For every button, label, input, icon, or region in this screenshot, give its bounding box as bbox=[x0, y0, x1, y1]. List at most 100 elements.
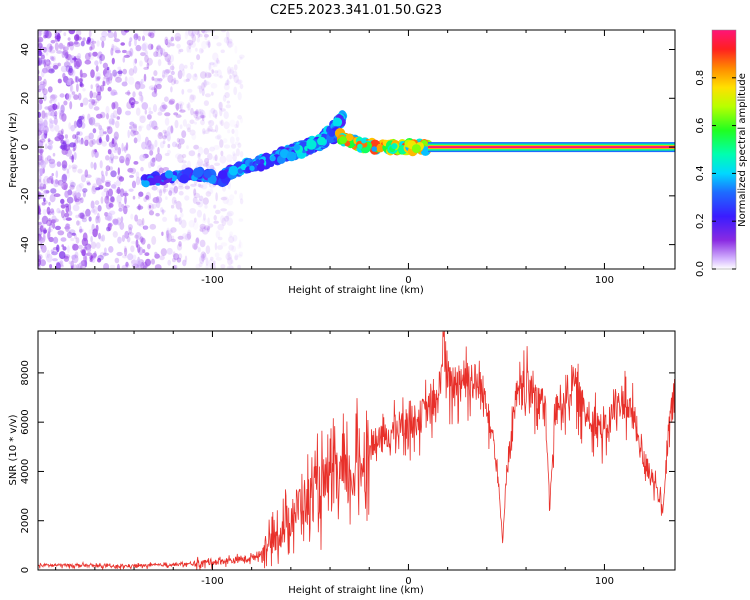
spectrogram-noise-cell bbox=[60, 204, 66, 209]
spectrogram-noise-cell bbox=[198, 33, 203, 38]
spectrogram-noise-cell bbox=[97, 212, 100, 219]
spectrogram-noise-cell bbox=[40, 225, 44, 233]
spectrogram-noise-cell bbox=[130, 167, 137, 174]
spectrogram-noise-cell bbox=[96, 85, 102, 94]
spectrogram-noise-cell bbox=[153, 125, 159, 131]
spectrogram-noise-cell bbox=[204, 157, 210, 164]
spectrogram-noise-cell bbox=[158, 132, 163, 137]
spectrogram-noise-cell bbox=[220, 242, 228, 247]
spectrogram-noise-cell bbox=[84, 169, 89, 178]
spectrogram-noise-cell bbox=[77, 52, 82, 60]
spectrogram-noise-cell bbox=[56, 244, 60, 253]
spectrogram-low-branch-cell bbox=[179, 174, 189, 184]
spectrogram-noise-cell bbox=[44, 143, 48, 150]
spectrogram-noise-cell bbox=[224, 92, 230, 99]
spectrogram-noise-cell bbox=[38, 60, 41, 67]
spectrogram-noise-cell bbox=[80, 248, 86, 254]
spectrogram-noise-cell bbox=[210, 129, 217, 133]
spectrogram-noise-cell bbox=[92, 51, 98, 57]
spectrogram-noise-cell bbox=[204, 93, 211, 98]
spectrogram-noise-cell bbox=[173, 112, 179, 116]
spectrogram-noise-cell bbox=[237, 244, 241, 249]
spectrogram-noise-cell bbox=[82, 232, 88, 242]
spectrogram-noise-cell bbox=[181, 235, 187, 242]
spectrogram-noise-cell bbox=[220, 196, 228, 201]
spectrogram-noise-cell bbox=[177, 143, 182, 150]
spectrogram-noise-cell bbox=[80, 197, 84, 204]
spectrogram-noise-cell bbox=[134, 38, 137, 47]
spectrogram-noise-cell bbox=[97, 254, 104, 261]
spectrogram-noise-cell bbox=[70, 237, 75, 242]
spectrogram-noise-cell bbox=[77, 92, 82, 101]
spectrogram-noise-cell bbox=[175, 153, 182, 159]
spectrogram-noise-cell bbox=[95, 65, 99, 72]
spectrogram-noise-cell bbox=[186, 160, 192, 169]
spectrogram-noise-cell bbox=[148, 110, 154, 115]
spectrogram-noise-cell bbox=[223, 111, 229, 120]
spectrogram-noise-cell bbox=[68, 260, 72, 265]
spectrogram-noise-cell bbox=[157, 165, 162, 171]
spectrogram-noise-cell bbox=[38, 42, 43, 49]
snr-plot-area bbox=[38, 331, 675, 570]
spectrogram-noise-cell bbox=[74, 190, 78, 198]
spectrogram-noise-cell bbox=[226, 100, 230, 104]
spectrogram-noise-cell bbox=[185, 30, 190, 36]
spectrogram-noise-cell bbox=[160, 248, 167, 257]
spectrogram-noise-cell bbox=[95, 187, 101, 191]
spectrogram-noise-cell bbox=[71, 232, 76, 236]
spectrogram-noise-cell bbox=[124, 263, 130, 268]
spectrogram-noise-cell bbox=[195, 201, 201, 205]
spectrogram-noise-cell bbox=[117, 70, 123, 75]
spectrogram-noise-cell bbox=[112, 110, 118, 119]
spectrogram-noise-cell bbox=[166, 237, 170, 243]
spectrogram-noise-cell bbox=[72, 243, 79, 251]
spectrogram-noise-cell bbox=[42, 88, 48, 96]
spectrogram-noise-cell bbox=[113, 136, 118, 143]
colorbar-gradient bbox=[712, 30, 736, 269]
spectrogram-noise-cell bbox=[130, 245, 135, 253]
spectrogram-noise-cell bbox=[223, 215, 230, 222]
spectrogram-noise-cell bbox=[234, 124, 238, 129]
spectrogram-noise-cell bbox=[116, 116, 121, 120]
spectrogram-noise-cell bbox=[78, 262, 83, 269]
spectrogram-noise-cell bbox=[130, 129, 136, 137]
spectrogram-noise-cell bbox=[57, 102, 60, 110]
spectrogram-noise-cell bbox=[169, 54, 174, 63]
spectrogram-noise-cell bbox=[84, 139, 89, 146]
spectrogram-noise-cell bbox=[63, 100, 68, 106]
spectrogram-noise-cell bbox=[114, 120, 120, 129]
spectrogram-noise-cell bbox=[126, 50, 132, 57]
spectrogram-noise-cell bbox=[226, 198, 234, 206]
spectrogram-noise-cell bbox=[181, 153, 187, 159]
spectrogram-noise-cell bbox=[55, 225, 61, 231]
spectrogram-noise-cell bbox=[190, 65, 194, 70]
spectrogram-noise-cell bbox=[119, 221, 125, 230]
spectrogram-noise-cell bbox=[60, 104, 65, 114]
spectrogram-noise-cell bbox=[175, 143, 179, 148]
spectrogram-noise-cell bbox=[229, 231, 234, 237]
spectrogram-noise-cell bbox=[198, 184, 204, 189]
spectrogram-noise-cell bbox=[166, 229, 171, 239]
spectrogram-noise-cell bbox=[47, 105, 54, 111]
spectrogram-noise-cell bbox=[79, 139, 85, 145]
spectrogram-noise-cell bbox=[41, 110, 46, 119]
spectrogram-convergence-cell bbox=[361, 138, 367, 144]
spectrogram-noise-cell bbox=[117, 167, 121, 176]
spectrogram-noise-cell bbox=[212, 156, 217, 161]
spectrogram-noise-cell bbox=[149, 120, 155, 128]
spectrogram-noise-cell bbox=[62, 50, 69, 56]
spectrogram-noise-cell bbox=[212, 109, 218, 118]
spectrogram-noise-cell bbox=[114, 257, 120, 264]
spectrogram-noise-cell bbox=[123, 205, 128, 215]
spectrogram-noise-cell bbox=[154, 139, 158, 148]
spectrogram-noise-cell bbox=[107, 222, 113, 228]
spectrogram-noise-cell bbox=[122, 56, 126, 63]
spectrogram-noise-cell bbox=[41, 85, 45, 93]
spectrogram-noise-cell bbox=[208, 41, 211, 48]
spectrogram-noise-cell bbox=[125, 261, 129, 267]
spectrogram-noise-cell bbox=[105, 181, 111, 187]
spectrogram-noise-cell bbox=[48, 49, 56, 54]
spectrogram-noise-cell bbox=[193, 192, 200, 199]
spectrogram-noise-cell bbox=[164, 53, 171, 63]
spectrogram-noise-cell bbox=[151, 91, 158, 98]
